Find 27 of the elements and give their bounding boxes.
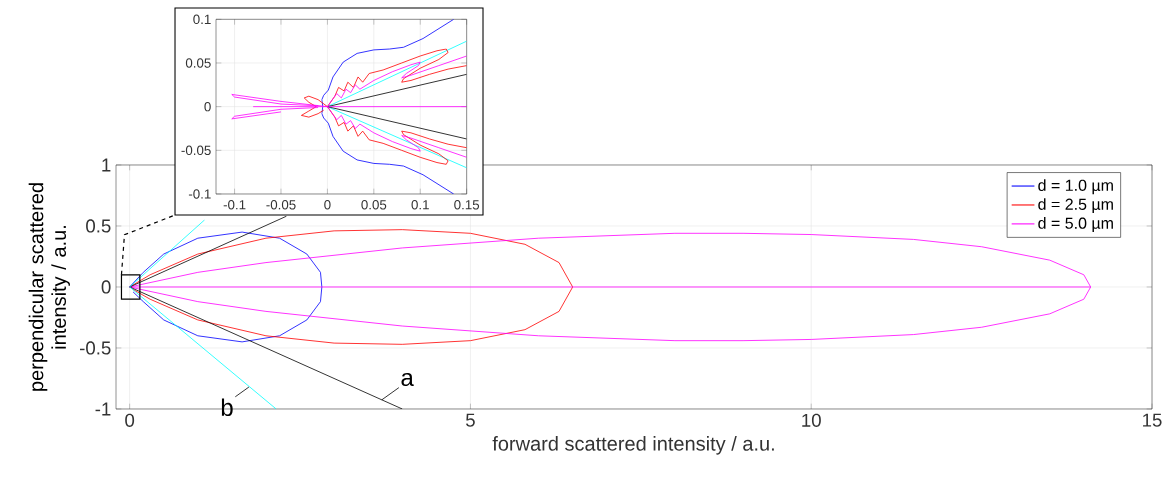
legend-label: d = 2.5 µm [1038,198,1113,214]
y-axis-title: perpendicular scattered intensity / a.u. [28,183,70,391]
x-tick-label: -0.1 [223,200,246,210]
x-tick-label: 5 [465,413,475,427]
y-tick-label: 1 [102,158,111,172]
x-tick-label: 0.1 [411,200,429,210]
x-tick-label: 0 [324,200,331,210]
y-tick-label: 0.5 [86,219,111,233]
y-tick-label: -0.05 [181,145,211,156]
x-tick-label: -0.05 [266,200,296,210]
x-axis-title: forward scattered intensity / a.u. [492,436,774,455]
y-tick-label: 0 [101,280,111,294]
legend-label: d = 1.0 µm [1038,179,1113,195]
x-tick-label: 0.15 [454,200,480,210]
x-tick-label: 15 [1143,413,1162,427]
x-tick-label: 0.05 [361,200,387,210]
y-tick-label: -1 [95,402,111,416]
annotation: b [221,398,233,417]
y-tick-label: -0.5 [79,341,111,355]
y-tick-label: 0.1 [193,14,211,25]
y-tick-label: 0 [204,101,211,112]
y-tick-label: -0.1 [188,189,211,199]
y-tick-label: 0.05 [185,58,211,68]
x-tick-label: 10 [802,413,821,427]
legend-label: d = 5.0 µm [1038,217,1113,233]
x-tick-label: 0 [125,413,135,427]
annotation: a [401,372,414,387]
